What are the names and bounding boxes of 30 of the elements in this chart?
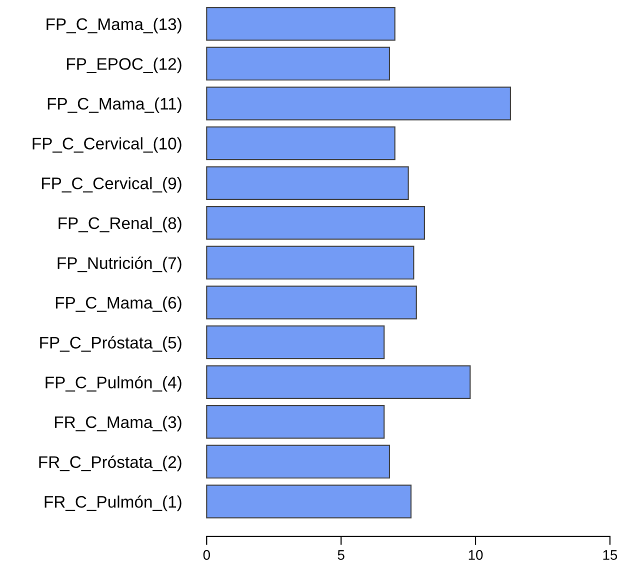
y-tick-label: FP_C_Mama_(6) — [56, 296, 182, 312]
y-tick-label: FP_C_Pulmón_(4) — [46, 376, 182, 392]
y-tick-label: FR_C_Próstata_(2) — [39, 456, 182, 472]
y-tick-label: FP_Nutrición_(7) — [58, 256, 182, 272]
bar — [206, 405, 385, 439]
y-tick-label: FR_C_Mama_(3) — [55, 416, 182, 432]
y-tick-label: FR_C_Pulmón_(1) — [44, 495, 182, 512]
bar — [206, 166, 409, 200]
bar — [206, 286, 417, 320]
bar — [206, 126, 396, 160]
x-tick-label: 15 — [603, 550, 618, 560]
bar — [206, 444, 390, 479]
bar — [206, 325, 385, 360]
y-tick-label: FP_C_Cervical_(10) — [32, 137, 182, 153]
bar — [206, 246, 414, 280]
y-tick-label: FP_C_Renal_(8) — [58, 216, 182, 232]
y-tick-label: FP_C_Mama_(13) — [46, 18, 182, 34]
bar — [206, 86, 512, 120]
bar — [206, 206, 425, 240]
bar — [206, 484, 412, 518]
y-tick-label: FP_EPOC_(12) — [67, 58, 182, 74]
y-tick-label: FP_C_Próstata_(5) — [40, 336, 182, 352]
y-tick-label: FP_C_Mama_(11) — [48, 97, 182, 113]
x-tick-label: 5 — [338, 550, 344, 560]
x-tick-label: 0 — [203, 550, 210, 560]
y-tick-label: FP_C_Cervical_(9) — [42, 177, 182, 193]
bar — [206, 7, 396, 41]
x-tick-label: 10 — [468, 550, 483, 560]
bar — [206, 365, 471, 399]
bar — [206, 46, 390, 81]
